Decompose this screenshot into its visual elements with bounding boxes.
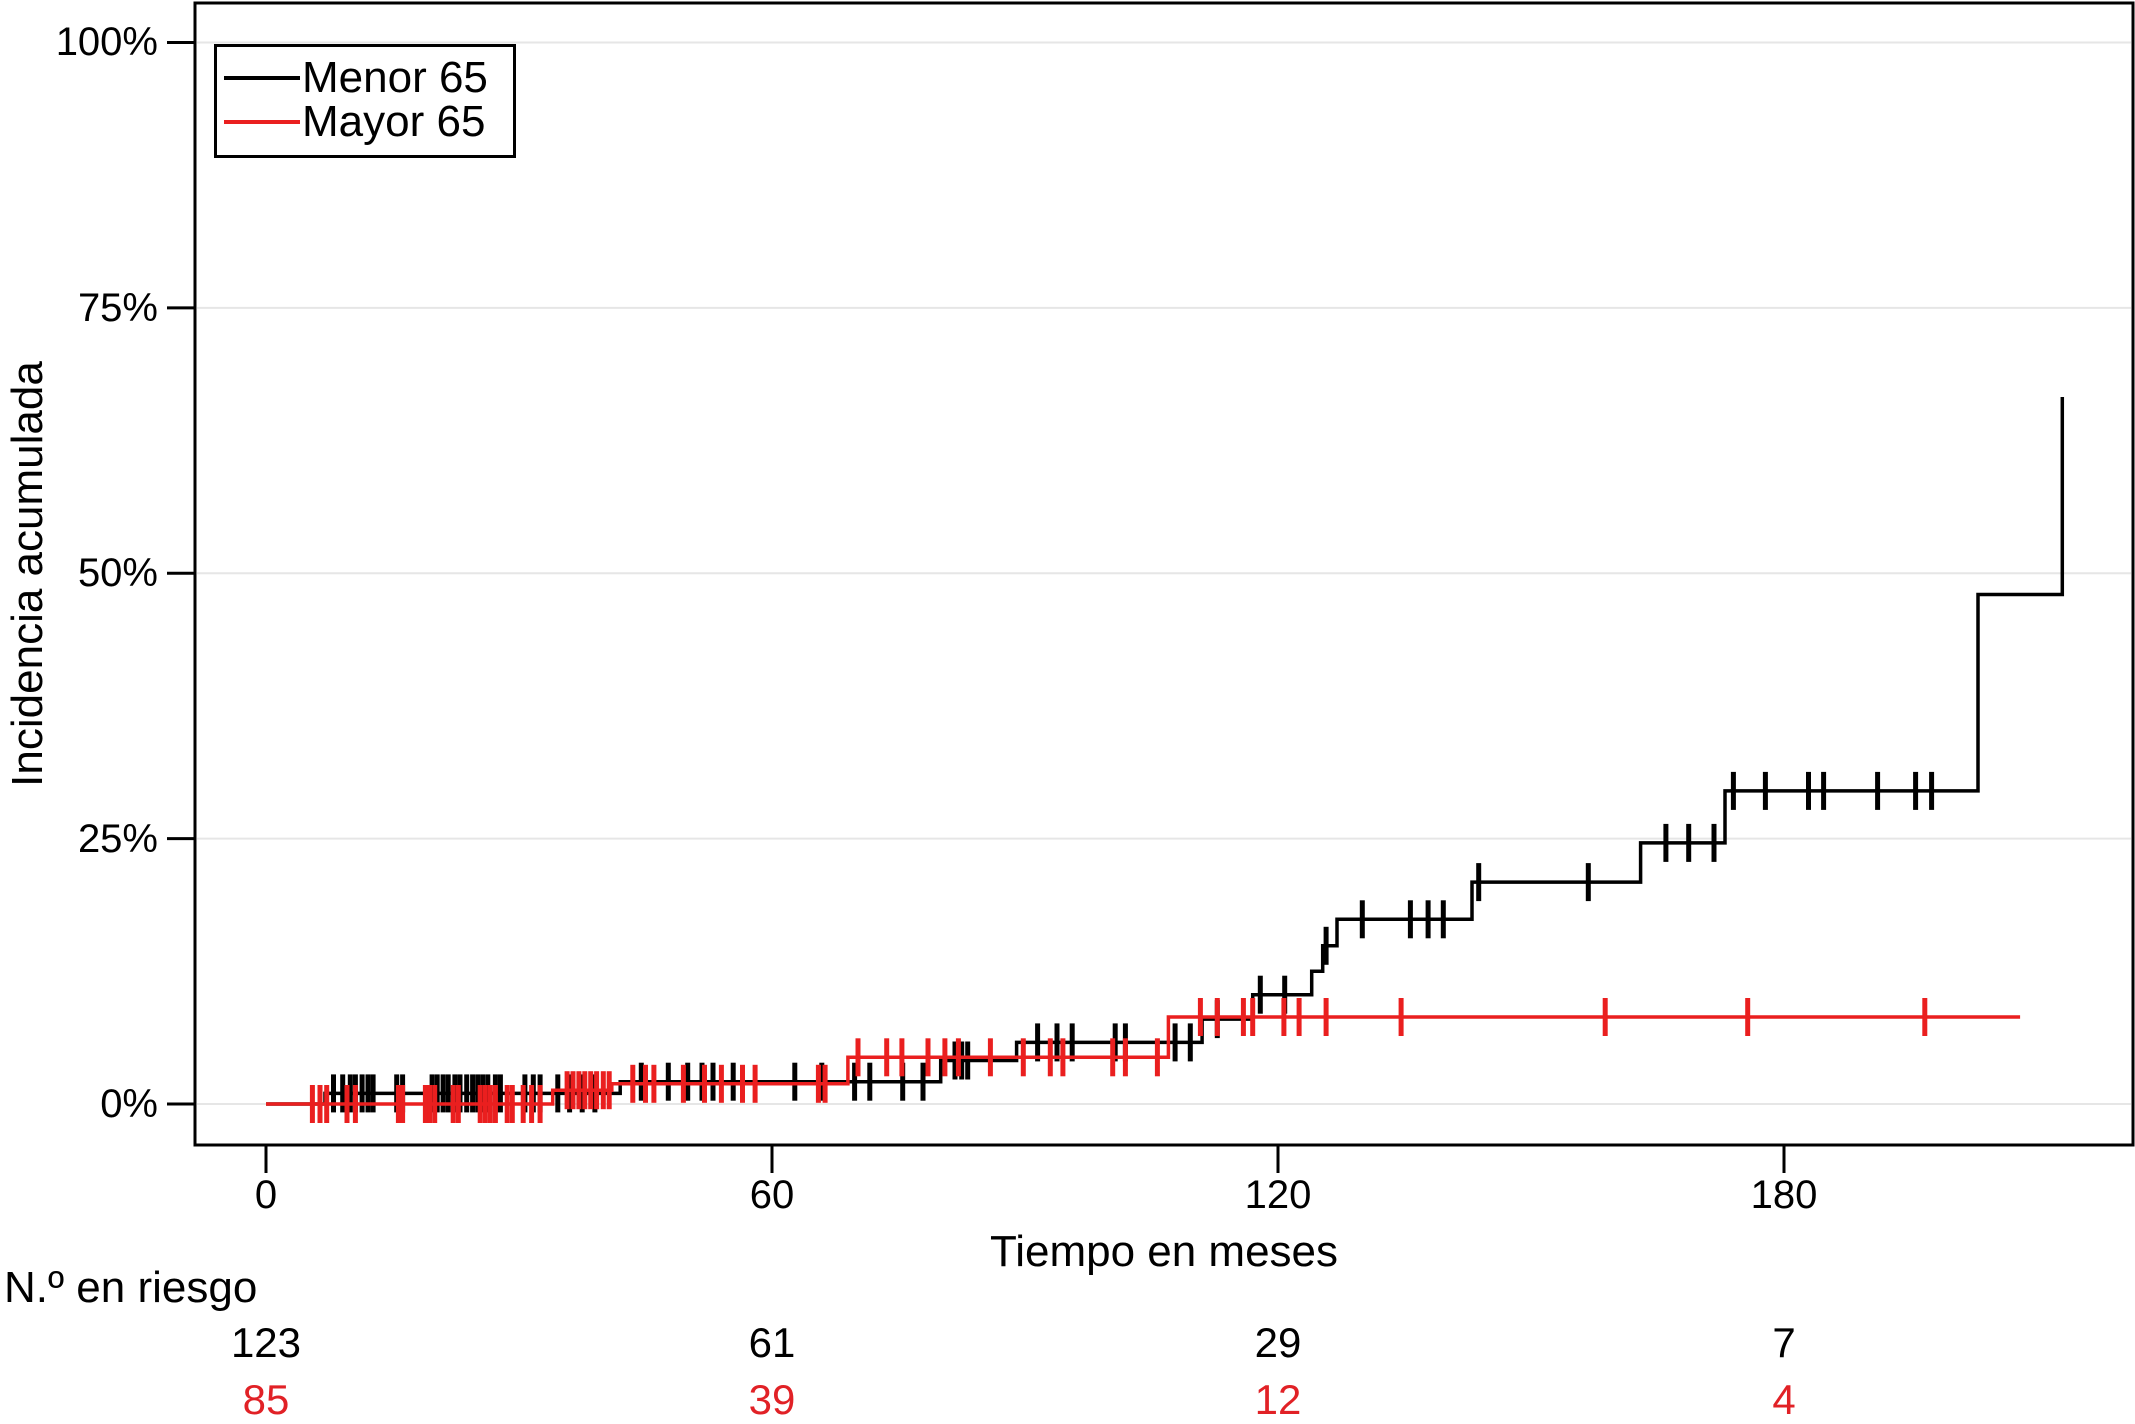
y-tick-label-50: 50% bbox=[77, 551, 158, 595]
x-axis-title: Tiempo en meses bbox=[989, 1227, 1339, 1276]
x-tick-label-0: 0 bbox=[254, 1173, 278, 1217]
legend-label: Mayor 65 bbox=[302, 97, 486, 146]
x-tick-label-180: 180 bbox=[1750, 1173, 1818, 1217]
x-tick-label-120: 120 bbox=[1244, 1173, 1312, 1217]
legend-entry-menor-65: Menor 65 bbox=[217, 56, 513, 100]
y-tick-label-25: 25% bbox=[77, 817, 158, 861]
risk-value: 39 bbox=[748, 1376, 796, 1423]
risk-value: 7 bbox=[1772, 1319, 1796, 1366]
y-tick-label-0: 0% bbox=[100, 1082, 158, 1126]
legend-label: Menor 65 bbox=[302, 53, 488, 102]
risk-value: 85 bbox=[242, 1376, 290, 1423]
risk-value: 12 bbox=[1254, 1376, 1302, 1423]
legend-box: Menor 65 Mayor 65 bbox=[214, 44, 516, 158]
risk-value: 29 bbox=[1254, 1319, 1302, 1366]
y-axis-title: Incidencia acumulada bbox=[3, 361, 52, 787]
x-tick-label-60: 60 bbox=[749, 1173, 795, 1217]
legend-line-sample-red bbox=[224, 120, 300, 124]
legend-entry-mayor-65: Mayor 65 bbox=[217, 100, 513, 144]
y-tick-label-75: 75% bbox=[77, 286, 158, 330]
risk-value: 4 bbox=[1772, 1376, 1796, 1423]
y-tick-label-100: 100% bbox=[55, 20, 158, 64]
legend-line-sample-black bbox=[224, 76, 300, 80]
series-line-mayor-65 bbox=[266, 1015, 2021, 1106]
risk-value: 123 bbox=[230, 1319, 302, 1366]
series-line-menor-65 bbox=[266, 397, 2065, 1106]
risk-table-title: N.º en riesgo bbox=[4, 1263, 258, 1312]
risk-value: 61 bbox=[748, 1319, 796, 1366]
